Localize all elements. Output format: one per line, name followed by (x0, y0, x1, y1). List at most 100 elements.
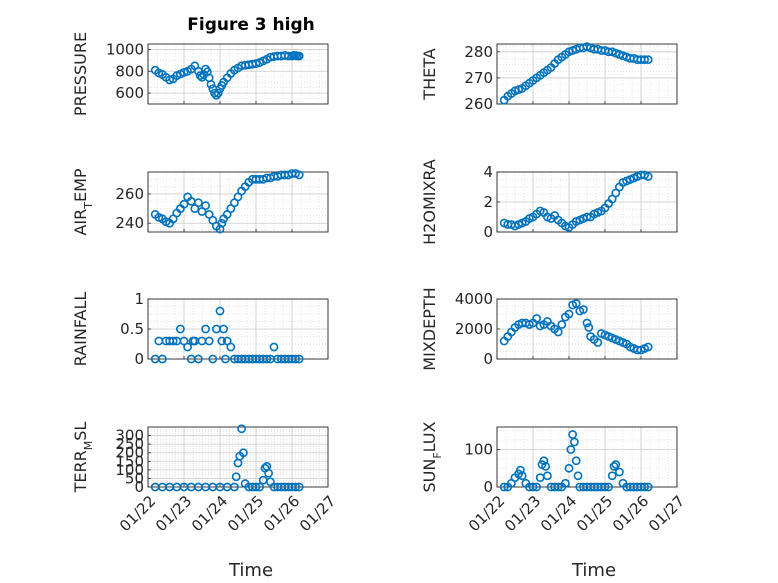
y-tick-label: 150 (115, 452, 144, 470)
y-tick-label: 200 (115, 444, 144, 462)
data-point (528, 482, 538, 492)
x-tick-label: 01/25 (224, 492, 267, 535)
axes-box (147, 43, 329, 105)
data-point (264, 468, 273, 478)
y-tick-label: 4 (483, 163, 493, 181)
data-point (183, 342, 192, 352)
data-point (226, 342, 236, 352)
data-point (539, 456, 549, 466)
data-point (582, 318, 592, 328)
data-point (570, 437, 579, 447)
x-tick-label: 01/22 (465, 492, 508, 535)
data-point (561, 478, 570, 488)
data-point (220, 354, 230, 364)
y-tick-label: 50 (125, 469, 144, 487)
data-point (643, 55, 653, 65)
data-point (564, 309, 574, 319)
y-tick-label: 0 (483, 223, 493, 241)
data-point (215, 306, 225, 316)
data-point (579, 305, 588, 314)
data-point (640, 55, 649, 65)
data-point (157, 354, 167, 364)
y-tick-label: 0.5 (120, 320, 144, 338)
data-point (231, 472, 241, 482)
data-point (219, 324, 228, 334)
y-tick-label: 1000 (106, 40, 144, 58)
axes-box (496, 43, 678, 105)
data-point (229, 482, 239, 492)
data-point (564, 463, 574, 473)
data-point (640, 482, 649, 492)
y-axis-label: TERRMSL (71, 422, 95, 494)
y-axis-label: H2OMIXRA (420, 159, 439, 245)
data-point (208, 354, 218, 364)
y-axis-label: MIXDEPTH (420, 287, 439, 370)
data-point (516, 465, 525, 475)
data-point (643, 342, 653, 352)
data-point (611, 460, 621, 469)
x-axis-label-left: Time (228, 560, 273, 581)
y-tick-label: 800 (115, 62, 144, 80)
data-point (600, 482, 610, 492)
x-axis-label-right: Time (571, 560, 616, 581)
data-point (557, 320, 567, 329)
y-tick-label: 280 (464, 43, 493, 61)
y-tick-label: 0 (134, 350, 144, 368)
y-tick-label: 2000 (455, 320, 493, 338)
y-axis-label: RAINFALL (71, 292, 90, 367)
subplot-mixdepth: 0 2000 4000 MIXDEPTH (420, 287, 678, 371)
data-point (294, 170, 304, 180)
y-axis-label: AIRTEMP (71, 168, 95, 235)
data-point (571, 456, 581, 466)
data-point (291, 482, 300, 492)
x-tick-label: 01/22 (116, 492, 159, 535)
y-axis-label: PRESSURE (71, 32, 90, 116)
y-tick-label: 240 (115, 214, 144, 232)
data-point (294, 51, 304, 61)
data-point (238, 448, 248, 458)
x-tick-label: 01/25 (573, 492, 616, 535)
data-point (517, 471, 527, 481)
x-tick-label: 01/26 (609, 492, 652, 535)
data-point (643, 482, 653, 492)
data-point (206, 79, 216, 89)
data-point (543, 471, 552, 481)
y-axis-label: SUNFLUX (420, 421, 444, 492)
data-point (204, 336, 214, 346)
y-tick-label: 260 (464, 95, 493, 113)
y-tick-label: 250 (115, 435, 144, 453)
x-tick-label: 01/24 (537, 492, 580, 535)
y-tick-label: 300 (115, 427, 144, 445)
y-tick-label: 0 (483, 478, 493, 496)
subplot-pressure: 600 800 1000 PRESSURE (71, 32, 329, 116)
x-tick-label: 01/23 (152, 492, 195, 535)
data-point (201, 324, 210, 334)
data-point (294, 482, 304, 492)
subplot-sun-flux: 0 100 SUNFLUX 01/2201/2301/2401/2501/2601/2… (420, 421, 688, 535)
data-point (217, 218, 227, 228)
data-point (193, 354, 203, 364)
x-tick-label: 01/23 (501, 492, 544, 535)
subplot-theta: 260 270 280 THETA (420, 42, 678, 113)
data-point (566, 445, 576, 454)
data-point (604, 482, 613, 492)
data-point (255, 482, 264, 492)
figure-title: Figure 3 high (187, 15, 315, 35)
data-point (211, 90, 221, 100)
x-tick-label: 01/27 (645, 492, 688, 535)
data-point (294, 354, 304, 364)
y-tick-label: 260 (115, 185, 144, 203)
data-point (499, 482, 509, 492)
data-point (584, 323, 594, 332)
data-point (213, 88, 223, 98)
data-point (251, 482, 261, 492)
y-tick-label: 2 (483, 193, 493, 211)
data-point (615, 467, 624, 477)
y-tick-label: 0 (134, 478, 144, 496)
y-tick-label: 100 (464, 441, 493, 459)
x-tick-label: 01/24 (188, 492, 231, 535)
data-point (269, 342, 279, 352)
axes-box (147, 171, 329, 233)
